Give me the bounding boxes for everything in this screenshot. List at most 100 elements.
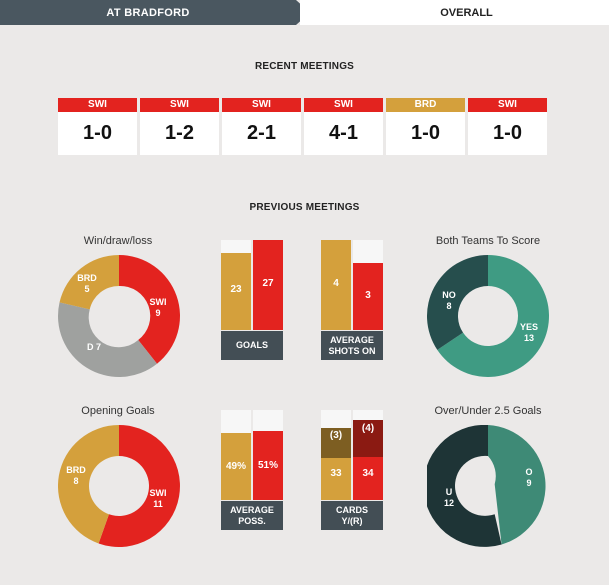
opening-brd-team: BRD: [66, 465, 86, 475]
wdl-segment-swi: [119, 255, 180, 364]
meeting-team: SWI: [304, 98, 383, 112]
wdl-segment-brd: [59, 255, 119, 310]
opening-swi-value: 11: [153, 499, 163, 509]
wdl-donut: BRD 5 SWI 9 D 7: [58, 255, 180, 377]
opening-title: Opening Goals: [81, 405, 155, 417]
recent-meetings-list: SWI 1-0 SWI 1-2 SWI 2-1 SWI 4-1 BRD 1-0 …: [58, 98, 548, 156]
tab-at-bradford[interactable]: AT BRADFORD: [0, 0, 310, 25]
meeting-team: SWI: [468, 98, 547, 112]
btts-segment-no: [427, 255, 488, 350]
shots-bar-swi: [353, 263, 383, 330]
cards-caption: CARDS Y/(R): [321, 501, 383, 530]
wdl-swi-label: SWI 9: [136, 297, 180, 319]
shots-caption-line1: AVERAGE: [330, 334, 374, 345]
wdl-draw-label: D 7: [76, 342, 112, 353]
shots-value-brd: 4: [333, 278, 339, 289]
view-tabs: AT BRADFORD OVERALL: [0, 0, 609, 25]
poss-value-brd: 49%: [225, 461, 246, 472]
opening-segment-brd: [58, 425, 119, 544]
wdl-draw-value: 7: [96, 342, 102, 352]
opening-brd-value: 8: [73, 476, 79, 486]
meeting-score: 1-0: [411, 122, 440, 144]
goals-value-brd: 23: [230, 284, 242, 295]
wdl-donut-chart: [58, 255, 180, 377]
tab-overall[interactable]: OVERALL: [300, 0, 609, 25]
wdl-segment-draw: [58, 302, 158, 377]
ou-donut-chart: [427, 425, 546, 547]
wdl-swi-team: SWI: [149, 297, 167, 307]
poss-caption-line1: AVERAGE: [230, 504, 274, 515]
btts-title: Both Teams To Score: [435, 235, 541, 247]
btts-donut-chart: [427, 255, 549, 377]
meeting-score: 1-0: [493, 122, 522, 144]
goals-caption-text: GOALS: [235, 340, 268, 350]
wdl-brd-value: 5: [84, 284, 90, 294]
opening-donut: BRD 8 SWI 11: [58, 425, 180, 547]
meeting-card: SWI 1-0: [468, 98, 547, 155]
poss-value-swi: 51%: [257, 460, 278, 471]
meeting-team: SWI: [140, 98, 219, 112]
btts-yes-value: 13: [523, 333, 534, 343]
cards-bar-swi-yellow: [353, 457, 383, 500]
cards-caption-line1: CARDS: [335, 504, 368, 515]
ou-under-value: 12: [443, 498, 454, 508]
ou-under-team: U: [445, 487, 453, 497]
meeting-card: BRD 1-0: [386, 98, 465, 155]
cards-red-swi: (4): [361, 423, 375, 434]
cards-caption-line2: Y/(R): [341, 515, 363, 526]
goals-bars: 23 27 GOALS: [221, 240, 283, 360]
meeting-card: SWI 1-0: [58, 98, 137, 155]
btts-yes-team: YES: [519, 322, 538, 332]
btts-no-value: 8: [446, 301, 452, 311]
cards-yellow-swi: 34: [362, 468, 374, 479]
opening-segment-swi: [98, 425, 180, 547]
meeting-card: SWI 4-1: [304, 98, 383, 155]
shots-value-swi: 3: [365, 290, 371, 301]
cards-bar-brd-yellow: [321, 458, 351, 500]
meeting-team: SWI: [222, 98, 301, 112]
opening-brd-label: BRD 8: [58, 465, 94, 487]
btts-donut: NO 8 YES 13: [427, 255, 549, 377]
shots-caption: AVERAGE SHOTS ON: [321, 331, 383, 360]
poss-caption: AVERAGE POSS.: [221, 501, 283, 530]
meeting-card: SWI 2-1: [222, 98, 301, 155]
meeting-card: SWI 1-2: [140, 98, 219, 155]
ou-under-label: U 12: [431, 487, 467, 509]
previous-meetings-heading: PREVIOUS MEETINGS: [249, 202, 360, 213]
btts-yes-label: YES 13: [511, 322, 547, 344]
shots-bars: 4 3 AVERAGE SHOTS ON: [321, 240, 383, 360]
cards-bar-swi-red: [353, 420, 383, 457]
goals-bar-brd: [221, 253, 251, 330]
btts-no-label: NO 8: [429, 290, 469, 312]
btts-no-team: NO: [442, 290, 456, 300]
goals-value-swi: 27: [262, 278, 274, 289]
cards-bars: (3) (4) 33 34 CARDS Y/(R): [321, 410, 383, 530]
wdl-brd-team: BRD: [77, 273, 97, 283]
meeting-score: 1-0: [83, 122, 112, 144]
possession-bars: 49% 51% AVERAGE POSS.: [221, 410, 283, 530]
shots-bar-brd: [321, 240, 351, 330]
btts-segment-yes: [437, 255, 549, 377]
meeting-team: BRD: [386, 98, 465, 112]
poss-caption-line2: POSS.: [238, 515, 266, 526]
poss-bar-swi: [253, 431, 283, 500]
opening-swi-label: SWI 11: [140, 488, 176, 510]
poss-bar-brd: [221, 433, 251, 500]
goals-caption: GOALS: [221, 331, 283, 360]
meeting-score: 4-1: [329, 122, 358, 144]
opening-swi-team: SWI: [149, 488, 167, 498]
wdl-brd-label: BRD 5: [62, 273, 112, 295]
meeting-score: 1-2: [165, 122, 194, 144]
goals-bar-swi: [253, 240, 283, 330]
tab-at-bradford-label: AT BRADFORD: [106, 6, 190, 19]
wdl-title: Win/draw/loss: [83, 235, 153, 247]
opening-donut-chart: [58, 425, 180, 547]
recent-meetings-heading: RECENT MEETINGS: [254, 61, 355, 72]
ou-over-team: O: [525, 467, 533, 477]
ou-title: Over/Under 2.5 Goals: [434, 405, 542, 417]
ou-segment-under: [427, 425, 502, 547]
shots-caption-line2: SHOTS ON: [328, 345, 376, 356]
cards-bar-brd-red: [321, 428, 351, 458]
